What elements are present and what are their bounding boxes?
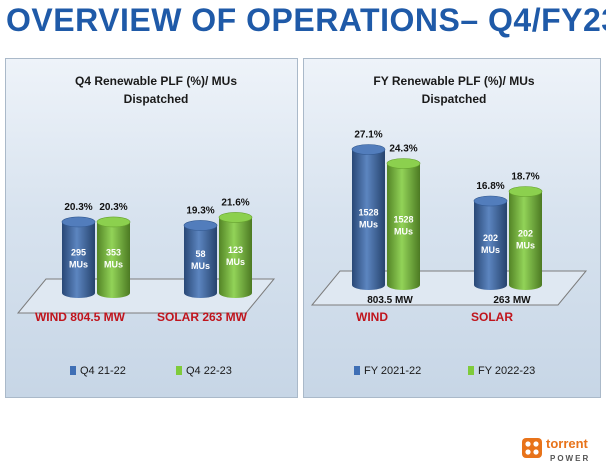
q4-category-label: WIND 804.5 MW xyxy=(35,310,126,324)
fy-mus-unit: MUs xyxy=(481,245,500,255)
q4-legend-swatch xyxy=(176,366,182,375)
logo-wordmark-bottom: POWER xyxy=(550,454,590,463)
fy-mus-value: 202 xyxy=(518,228,533,238)
q4-bar-q4-22-23-1 xyxy=(218,212,253,298)
q4-bar-q4-22-23-0 xyxy=(96,216,131,298)
q4-mus-unit: MUs xyxy=(69,259,88,269)
fy-mus-unit: MUs xyxy=(394,226,413,236)
fy-chart-title: FY Renewable PLF (%)/ MUs xyxy=(373,74,534,88)
q4-bar-q4-21-22-0 xyxy=(61,216,96,298)
fy-mus-unit: MUs xyxy=(516,240,535,250)
fy-value-label: 27.1% xyxy=(354,130,382,141)
fy-category-label: SOLAR xyxy=(471,310,513,324)
logo-wordmark-top: torrent xyxy=(546,436,589,451)
fy-plf-chart-panel: FY Renewable PLF (%)/ MUs Dispatched 27.1%… xyxy=(303,58,601,398)
fy-bar-fy-2021-22-1 xyxy=(473,195,508,290)
q4-mus-unit: MUs xyxy=(191,261,210,271)
q4-value-label: 19.3% xyxy=(186,205,214,216)
fy-legend-swatch xyxy=(468,366,474,375)
q4-plf-chart-panel: Q4 Renewable PLF (%)/ MUs Dispatched 20.3%… xyxy=(5,58,298,398)
q4-mus-unit: MUs xyxy=(226,257,245,267)
fy-chart-subtitle: Dispatched xyxy=(422,92,487,106)
q4-mus-unit: MUs xyxy=(104,259,123,269)
q4-legend-swatch xyxy=(70,366,76,375)
fy-legend-label: FY 2022-23 xyxy=(478,365,535,377)
q4-value-label: 20.3% xyxy=(64,202,92,213)
fy-legend-label: FY 2021-22 xyxy=(364,365,421,377)
q4-bar-q4-21-22-1 xyxy=(183,220,218,298)
torrent-power-logo: torrent POWER xyxy=(522,436,590,463)
fy-capacity-label: 803.5 MW xyxy=(367,295,413,306)
fy-plf-chart: FY Renewable PLF (%)/ MUs Dispatched 27.1%… xyxy=(310,74,588,377)
q4-chart-title: Q4 Renewable PLF (%)/ MUs xyxy=(75,74,237,88)
fy-category-label: WIND xyxy=(356,310,388,324)
fy-mus-value: 202 xyxy=(483,233,498,243)
torrent-power-logo-icon xyxy=(522,438,542,458)
q4-value-label: 21.6% xyxy=(221,197,249,208)
q4-mus-value: 123 xyxy=(228,245,243,255)
fy-value-label: 18.7% xyxy=(511,172,539,183)
q4-mus-value: 295 xyxy=(71,247,86,257)
q4-mus-value: 58 xyxy=(195,249,205,259)
fy-bar-fy-2022-23-0 xyxy=(386,158,421,290)
fy-capacity-label: 263 MW xyxy=(493,295,531,306)
fy-value-label: 24.3% xyxy=(389,144,417,155)
fy-value-label: 16.8% xyxy=(476,181,504,192)
q4-mus-value: 353 xyxy=(106,247,121,257)
q4-value-label: 20.3% xyxy=(99,202,127,213)
q4-chart-subtitle: Dispatched xyxy=(124,92,189,106)
q4-plf-chart: Q4 Renewable PLF (%)/ MUs Dispatched 20.3%… xyxy=(16,74,276,377)
fy-mus-value: 1528 xyxy=(358,207,378,217)
fy-mus-value: 1528 xyxy=(393,214,413,224)
page-title: OVERVIEW OF OPERATIONS– Q4/FY23 xyxy=(6,2,606,38)
fy-mus-unit: MUs xyxy=(359,219,378,229)
q4-category-label: SOLAR 263 MW xyxy=(157,310,248,324)
q4-legend-label: Q4 21-22 xyxy=(80,365,126,377)
fy-bar-fy-2022-23-1 xyxy=(508,186,543,290)
fy-legend-swatch xyxy=(354,366,360,375)
fy-bar-fy-2021-22-0 xyxy=(351,144,386,290)
q4-legend-label: Q4 22-23 xyxy=(186,365,232,377)
